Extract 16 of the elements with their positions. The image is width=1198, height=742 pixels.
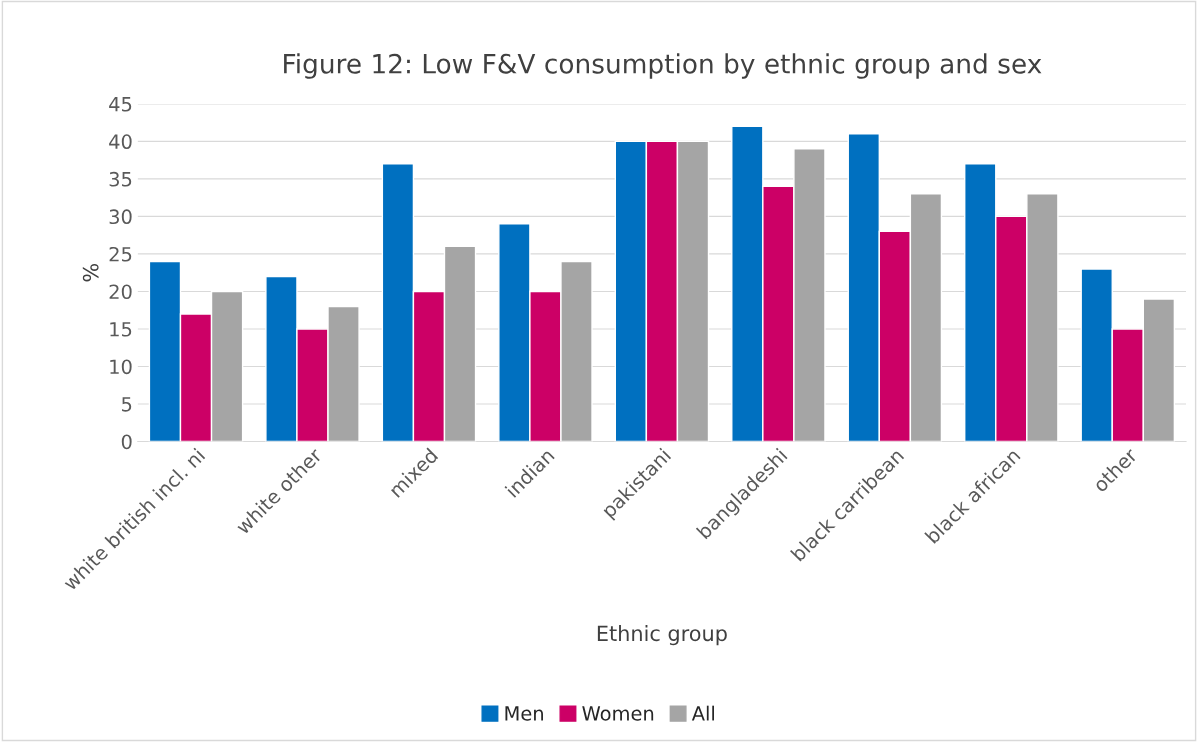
y-tick-label: 15: [110, 322, 132, 337]
y-tick-label: 5: [122, 397, 132, 412]
legend-label: Women: [582, 706, 654, 721]
y-tick-label: 35: [109, 171, 132, 187]
y-tick-label: 0: [121, 434, 132, 450]
y-axis-title: %: [82, 263, 99, 282]
legend-label: All: [691, 705, 715, 721]
legend-label: Men: [505, 706, 543, 721]
y-tick-label: 45: [109, 97, 132, 112]
chart-title: Figure 12: Low F&V consumption by ethnic group and sex: [284, 53, 1042, 79]
y-tick-label: 10: [110, 359, 132, 375]
y-tick-label: 25: [109, 246, 132, 262]
y-tick-label: 40: [109, 134, 132, 150]
y-tick-label: 30: [109, 209, 132, 225]
x-axis-title: Ethnic group: [597, 625, 727, 646]
y-tick-label: 20: [109, 284, 132, 300]
